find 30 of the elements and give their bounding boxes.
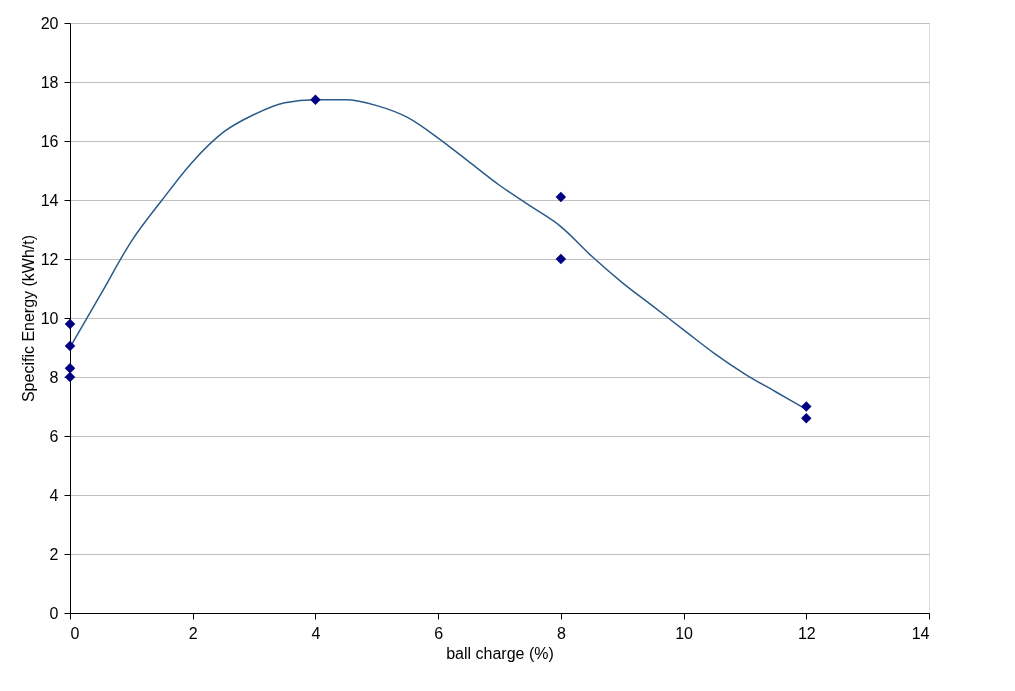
point <box>64 318 76 330</box>
x-tick-label: 14 <box>911 624 930 642</box>
y-axis-title: Specific Energy (kWh/t) <box>19 234 37 403</box>
point <box>801 413 812 424</box>
x-tick-label: 0 <box>70 624 80 642</box>
point <box>555 253 567 265</box>
point <box>555 191 567 203</box>
x-tick-label: 2 <box>188 624 198 642</box>
point <box>64 340 76 352</box>
x-tick-label: 12 <box>797 624 816 642</box>
point <box>801 401 812 412</box>
y-tick-label: 4 <box>49 486 59 504</box>
x-tick-label: 10 <box>675 624 694 642</box>
x-tick-label: 8 <box>556 624 566 642</box>
y-tick-label: 18 <box>40 73 59 91</box>
y-tick-label: 6 <box>49 427 59 445</box>
point <box>64 362 76 374</box>
y-tick-label: 14 <box>40 191 59 209</box>
y-tick-label: 16 <box>40 132 59 150</box>
y-tick-label: 12 <box>40 250 59 268</box>
x-axis-title: ball charge (%) <box>446 644 554 662</box>
point <box>64 371 76 383</box>
y-tick-label: 20 <box>40 14 59 32</box>
x-tick-label: 4 <box>311 624 321 642</box>
y-tick-label: 0 <box>49 604 59 622</box>
point <box>310 94 321 105</box>
x-tick-label: 6 <box>434 624 444 642</box>
y-tick-label: 8 <box>49 368 59 386</box>
y-tick-label: 2 <box>49 545 59 563</box>
y-tick-label: 10 <box>40 309 59 327</box>
